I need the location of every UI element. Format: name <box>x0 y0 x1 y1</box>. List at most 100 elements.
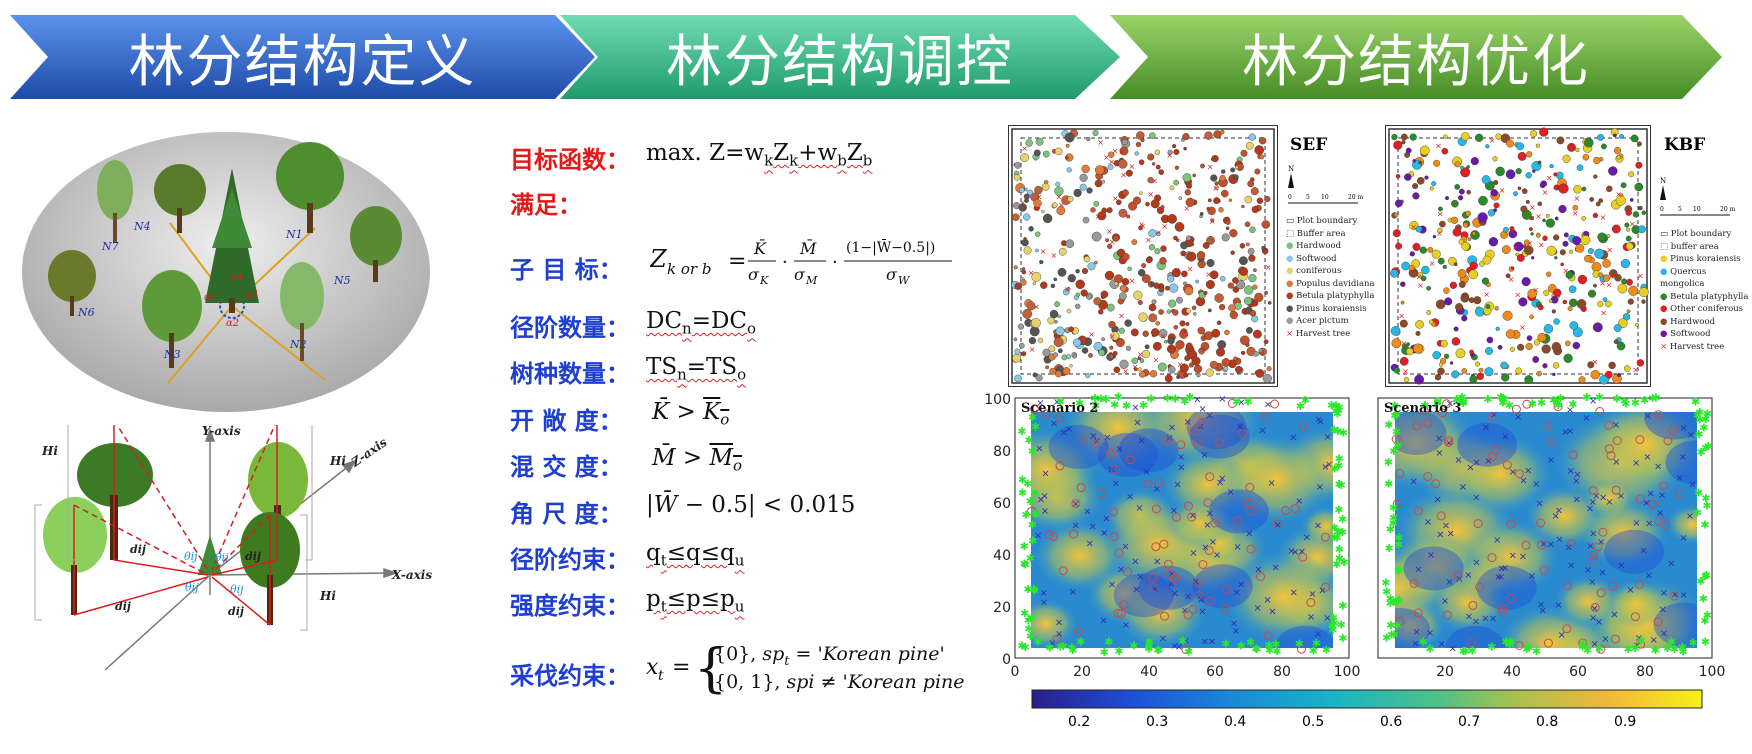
kbf-tree-dot <box>1395 199 1403 208</box>
buffer-star: ✱ <box>1703 407 1712 420</box>
kbf-harvest-mark: × <box>1402 367 1409 376</box>
buffer-star: ✱ <box>1271 638 1280 651</box>
kbf-tree-dot <box>1516 253 1525 262</box>
buffer-star: ✱ <box>1556 392 1565 405</box>
y-axis-label: Y-axis <box>202 425 241 438</box>
sef-tree-dot <box>1173 149 1180 156</box>
sef-tree-dot <box>1191 356 1201 366</box>
sef-tree-dot <box>1105 238 1110 243</box>
kbf-legend-item: ● Pinus koraiensis <box>1660 254 1741 264</box>
buffer-star: ✱ <box>1595 643 1604 656</box>
kbf-tree-dot <box>1548 299 1553 303</box>
sef-tree-dot <box>1185 197 1195 207</box>
kbf-tree-dot <box>1403 376 1410 383</box>
sef-tree-dot <box>1136 131 1145 140</box>
sef-tree-dot <box>1196 250 1206 260</box>
retained-circle <box>1246 506 1256 516</box>
kbf-tree-dot <box>1613 147 1622 155</box>
sef-tree-dot <box>1026 301 1036 311</box>
sef-tree-dot <box>1154 248 1161 255</box>
banner-arrow-shape <box>560 15 1120 99</box>
kbf-tree-dot <box>1525 342 1533 351</box>
harvest-cross: × <box>1086 539 1094 550</box>
sef-tree-dot <box>1121 189 1129 197</box>
harvest-cross: × <box>1201 637 1209 648</box>
sef-harvest-mark: × <box>1056 193 1063 202</box>
harvest-cross: × <box>1597 537 1605 548</box>
retained-circle <box>1321 582 1331 592</box>
harvest-cross: × <box>1324 432 1332 443</box>
buffer-star: ✱ <box>1338 526 1347 539</box>
sef-tree-dot <box>1267 301 1272 305</box>
dc-expression: DCn=DCo <box>646 308 757 338</box>
kbf-tree-dot <box>1619 133 1624 139</box>
harvest-cross: × <box>1103 433 1111 444</box>
harvest-cross: × <box>1586 503 1594 514</box>
harvest-cross: × <box>1490 410 1498 421</box>
harvest-cross: × <box>1679 533 1687 544</box>
harvest-cross: × <box>1427 550 1435 561</box>
kbf-tree-dot <box>1584 138 1594 148</box>
harvest-cross: × <box>1612 420 1620 431</box>
harvest-cross: × <box>1660 588 1668 599</box>
buffer-star: ✱ <box>1114 645 1123 658</box>
retained-circle <box>1568 450 1578 460</box>
angle-a4: α4 <box>230 272 243 283</box>
sef-tree-dot <box>1248 133 1256 141</box>
kbf-legend-item: ● Hardwood <box>1660 316 1716 327</box>
sef-tree-dot <box>1055 181 1061 187</box>
distance-labels: dij dij dij dij <box>115 543 261 618</box>
sef-tree-dot <box>1259 154 1265 160</box>
kbf-harvest-mark: × <box>1529 203 1536 212</box>
buffer-star: ✱ <box>1028 535 1037 548</box>
sef-tree-dot <box>1262 373 1272 384</box>
retained-circle <box>1205 472 1215 482</box>
kbf-tree-dot <box>1444 297 1453 306</box>
sef-tree-dot <box>1152 341 1162 351</box>
sef-harvest-mark: × <box>1020 199 1027 208</box>
ts-expression: TSn=TSo <box>646 354 747 384</box>
sef-tree-dot <box>1053 277 1058 282</box>
sef-tree-dot <box>1081 267 1088 274</box>
w-label: 角 尺 度： <box>510 500 623 528</box>
kbf-tree-dot <box>1458 188 1465 195</box>
buffer-star: ✱ <box>1075 397 1084 410</box>
harvest-cross: × <box>1264 399 1272 410</box>
harvest-cross: × <box>1216 478 1224 489</box>
kbf-tree-dot <box>1537 304 1544 311</box>
banner-title: 林分结构调控 <box>666 29 1014 95</box>
sef-tree-dot <box>1183 281 1187 286</box>
retained-circle <box>1148 573 1158 583</box>
kbf-tree-dot <box>1638 205 1643 211</box>
sef-tree-dot <box>1203 290 1208 295</box>
harvest-cross: × <box>1601 634 1609 645</box>
sef-harvest-mark: × <box>1160 332 1167 341</box>
kbf-tree-dot <box>1563 353 1573 363</box>
buffer-star: ✱ <box>1335 543 1344 556</box>
retained-circle <box>1203 498 1213 508</box>
sef-harvest-mark: × <box>1103 153 1110 162</box>
sef-tree-dot <box>1229 310 1238 320</box>
tree-icons <box>48 142 402 368</box>
harvest-cross: × <box>1573 470 1581 481</box>
buffer-star: ✱ <box>1018 487 1027 500</box>
retained-circle <box>1663 436 1673 446</box>
kbf-tree-dot <box>1431 181 1437 187</box>
kbf-tree-dot <box>1524 375 1534 385</box>
kbf-tree-dot <box>1443 287 1450 294</box>
sef-tree-dot <box>1079 173 1088 182</box>
sef-tree-dot <box>1106 303 1115 312</box>
svg-text:Z: Z <box>650 245 668 273</box>
sef-tree-dot <box>1121 277 1130 286</box>
buffer-star: ✱ <box>1452 393 1461 406</box>
buffer-star: ✱ <box>1017 640 1026 653</box>
sef-tree-dot <box>1138 371 1146 378</box>
sef-tree-dot <box>1149 369 1158 378</box>
sef-tree-dot <box>1167 365 1176 374</box>
sef-tree-dot <box>1097 211 1107 221</box>
sef-tree-dot <box>1068 326 1075 332</box>
retained-circle <box>1160 611 1169 621</box>
sef-harvest-mark: × <box>1120 171 1127 180</box>
harvest-cross: × <box>1481 614 1489 625</box>
kbf-tree-dot <box>1402 343 1408 349</box>
